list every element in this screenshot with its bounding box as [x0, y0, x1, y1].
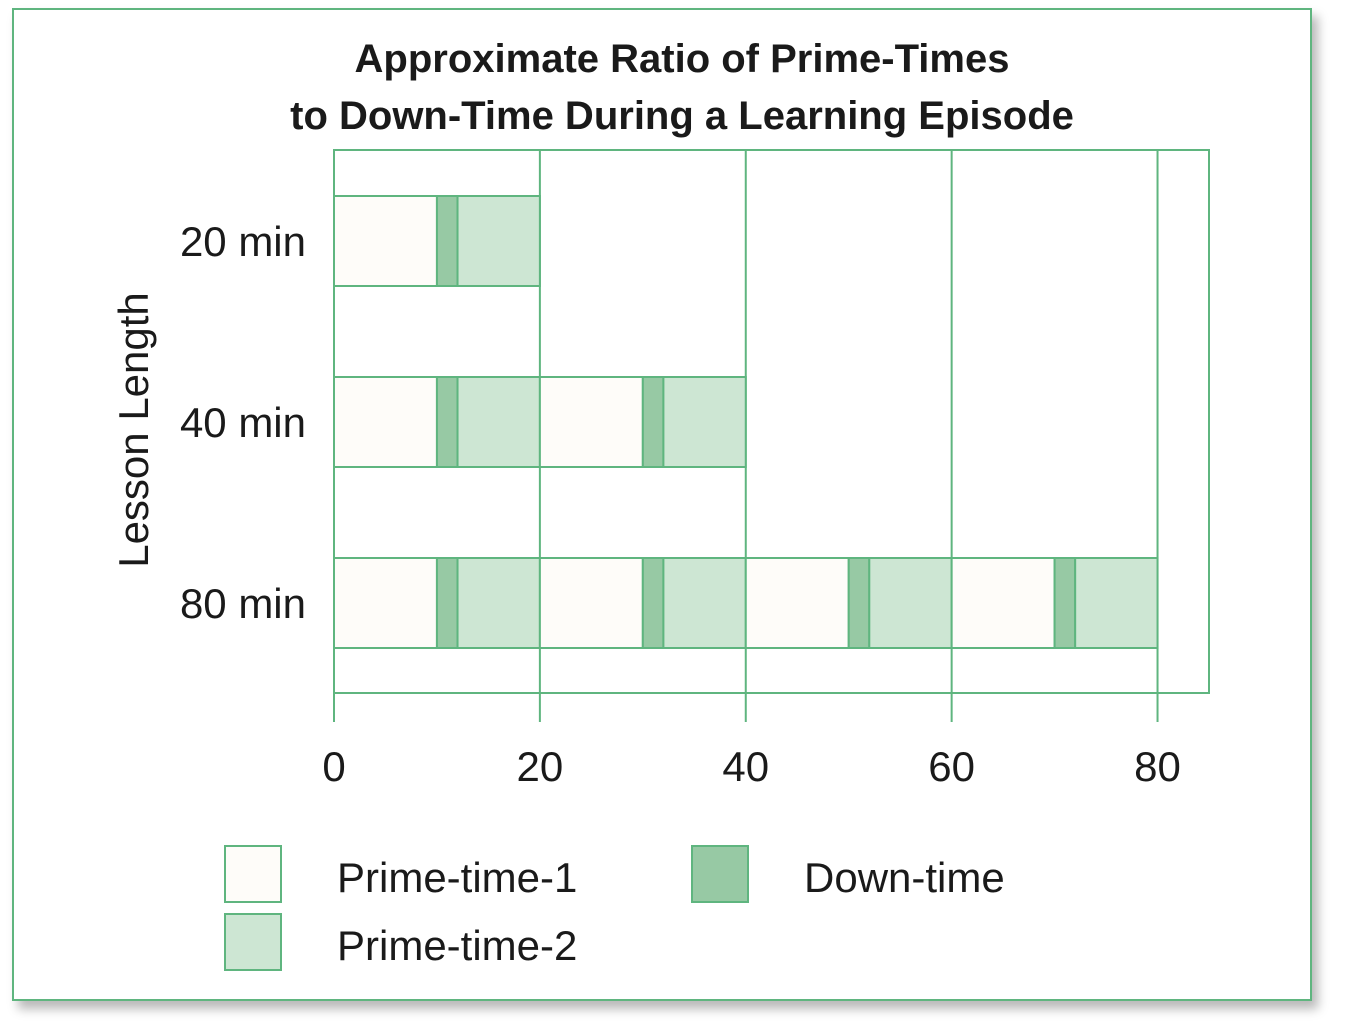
- x-tick-label: 80: [1134, 743, 1181, 790]
- legend: Prime-time-1 Down-time Prime-time-2: [224, 845, 1005, 971]
- bar-segment-dt: [641, 376, 665, 468]
- y-tick-label: 80 min: [180, 580, 306, 627]
- legend-swatch-pt1: [224, 845, 282, 903]
- y-tick-label: 20 min: [180, 218, 306, 265]
- bar-segment-pt1: [744, 557, 850, 649]
- bar-segment-pt1: [538, 557, 644, 649]
- plot-area: 20 min 40 min 80 min 0 20 40 60 80: [180, 149, 1210, 790]
- legend-swatch-dt: [691, 845, 749, 903]
- bar-segment-pt1: [333, 195, 438, 287]
- y-axis-label: Lesson Length: [110, 292, 157, 568]
- bar-segment-pt2: [456, 195, 541, 287]
- legend-label-pt2: Prime-time-2: [337, 922, 577, 969]
- bar-segment-pt2: [868, 557, 953, 649]
- bar-segment-dt: [435, 557, 459, 649]
- bar-segment-pt2: [456, 376, 541, 468]
- bar-segment-pt2: [1074, 557, 1159, 649]
- bar-segment-dt: [435, 195, 459, 287]
- bar-segment-dt: [847, 557, 871, 649]
- bar-segment-pt1: [333, 376, 438, 468]
- x-tick-label: 0: [322, 743, 345, 790]
- bar-segment-pt1: [538, 376, 644, 468]
- bar-segment-pt1: [950, 557, 1056, 649]
- legend-label-dt: Down-time: [804, 854, 1005, 901]
- bar-segment-pt2: [662, 376, 747, 468]
- chart-title-line-1: Approximate Ratio of Prime-Times: [355, 37, 1010, 81]
- bar-segment-dt: [1053, 557, 1077, 649]
- legend-label-pt1: Prime-time-1: [337, 854, 577, 901]
- legend-swatch-pt2: [224, 913, 282, 971]
- bar-segment-dt: [641, 557, 665, 649]
- bar-segment-dt: [435, 376, 459, 468]
- bar-segment-pt2: [456, 557, 541, 649]
- bar-segment-pt1: [333, 557, 438, 649]
- y-tick-label: 40 min: [180, 399, 306, 446]
- x-tick-label: 40: [722, 743, 769, 790]
- x-tick-label: 60: [928, 743, 975, 790]
- chart-title-line-2: to Down-Time During a Learning Episode: [290, 94, 1074, 138]
- x-tick-label: 20: [517, 743, 564, 790]
- bar-segment-pt2: [662, 557, 747, 649]
